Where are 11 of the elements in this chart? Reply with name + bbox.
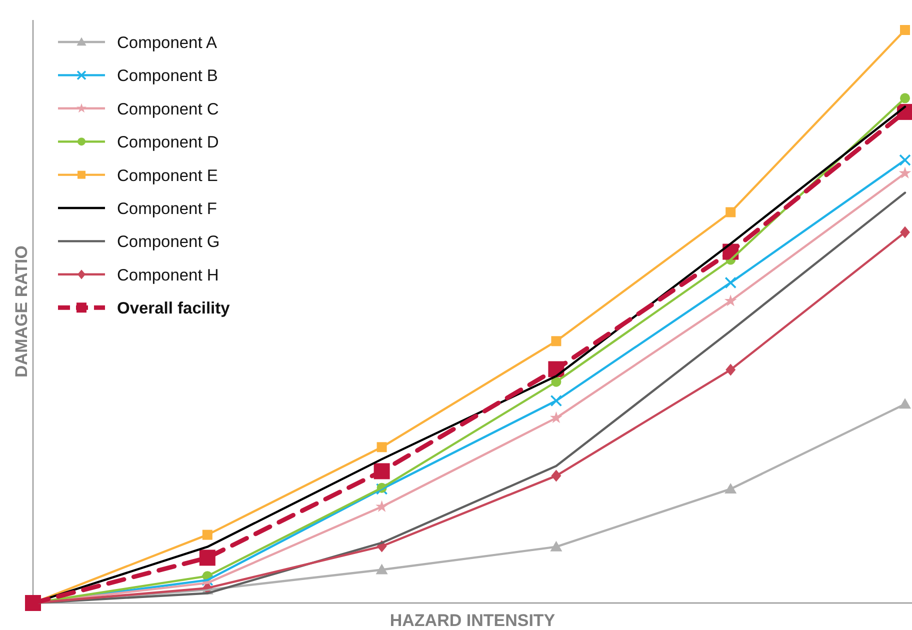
legend-label: Component H bbox=[117, 266, 219, 284]
y-axis-title: DAMAGE RATIO bbox=[12, 246, 31, 378]
legend-label: Component E bbox=[117, 166, 218, 185]
legend-label: Component F bbox=[117, 200, 217, 218]
legend-label: Component D bbox=[117, 134, 219, 152]
legend-label: Component G bbox=[117, 233, 220, 252]
legend-label: Component B bbox=[117, 67, 218, 86]
legend-label: Component A bbox=[117, 34, 217, 52]
x-axis-title: HAZARD INTENSITY bbox=[390, 611, 556, 630]
legend-label: Component C bbox=[117, 100, 219, 118]
legend-label: Overall facility bbox=[117, 300, 231, 318]
